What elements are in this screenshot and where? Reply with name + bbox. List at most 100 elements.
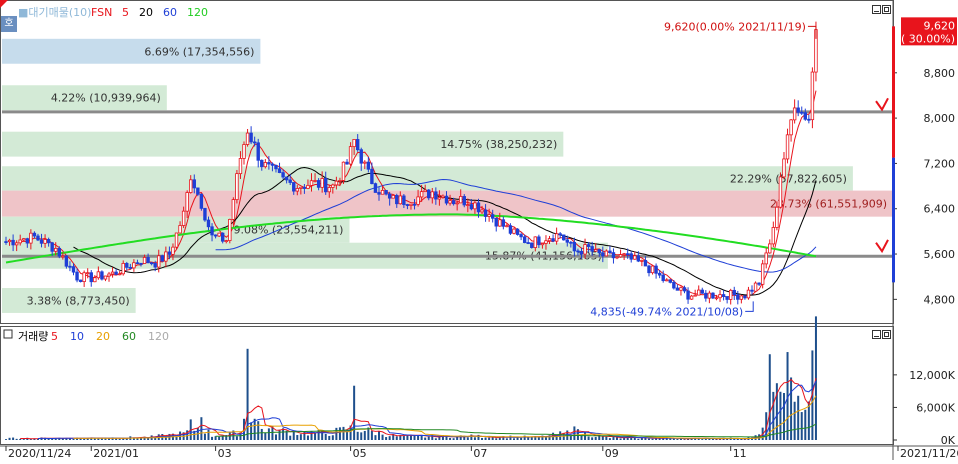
candle-up bbox=[480, 209, 484, 213]
candle-down bbox=[647, 265, 651, 274]
volume-bar bbox=[12, 437, 15, 440]
candle-down bbox=[462, 196, 466, 206]
candle-up bbox=[753, 282, 758, 292]
volume-bar bbox=[193, 430, 196, 440]
candle-down bbox=[611, 252, 616, 259]
volume-panel-minimize-icon[interactable] bbox=[872, 330, 881, 339]
volume-bar bbox=[97, 438, 100, 440]
volume-bar bbox=[516, 436, 519, 440]
price-legend-item: 5 bbox=[122, 6, 129, 19]
candle-up bbox=[697, 289, 701, 296]
volume-bar bbox=[441, 435, 444, 440]
volume-bar bbox=[299, 434, 302, 440]
candle-down bbox=[256, 142, 260, 161]
volume-ma20-line bbox=[73, 395, 817, 440]
volume-bar bbox=[260, 428, 263, 440]
volume-bar bbox=[164, 437, 167, 440]
volume-bar bbox=[594, 436, 597, 440]
candle-down bbox=[711, 292, 715, 299]
candle-down bbox=[682, 287, 687, 292]
candle-down bbox=[355, 139, 360, 151]
candle-down bbox=[196, 187, 200, 195]
candle-up bbox=[96, 271, 101, 279]
volume-legend-item: 5 bbox=[51, 330, 58, 343]
volume-bar bbox=[100, 438, 103, 440]
volume-profile-label: 23.73% (61,551,909) bbox=[770, 198, 887, 211]
volume-bar bbox=[424, 437, 427, 440]
candle-up bbox=[178, 225, 182, 234]
volume-bar bbox=[790, 377, 793, 440]
candle-down bbox=[274, 164, 278, 170]
volume-bar bbox=[505, 438, 508, 440]
candle-down bbox=[146, 257, 150, 264]
volume-bar bbox=[218, 436, 221, 440]
candle-up bbox=[29, 232, 33, 244]
price-legend-item: ■대기매물(10) bbox=[18, 6, 91, 19]
price-panel-maximize-icon[interactable] bbox=[882, 5, 891, 14]
volume-bar bbox=[179, 431, 182, 440]
volume-axis-label: 12,000K bbox=[909, 369, 955, 382]
volume-layer bbox=[5, 316, 817, 440]
candle-up bbox=[789, 119, 793, 136]
volume-bar bbox=[203, 433, 206, 440]
volume-axis-label: 0K bbox=[941, 434, 956, 447]
candle-up bbox=[263, 162, 268, 168]
candle-down bbox=[153, 263, 157, 268]
candle-down bbox=[25, 238, 30, 244]
candle-down bbox=[149, 262, 154, 265]
candle-down bbox=[249, 132, 253, 143]
volume-bar bbox=[800, 412, 803, 440]
volume-bar bbox=[495, 438, 498, 440]
volume-bar bbox=[591, 437, 594, 440]
candle-down bbox=[743, 295, 747, 299]
candle-down bbox=[128, 266, 133, 269]
volume-bar bbox=[381, 434, 384, 440]
candle-up bbox=[334, 180, 339, 186]
candle-down bbox=[562, 234, 566, 241]
candle-down bbox=[558, 233, 562, 236]
candle-up bbox=[171, 246, 175, 255]
volume-bar bbox=[417, 435, 420, 440]
candle-up bbox=[760, 263, 765, 285]
candle-down bbox=[160, 255, 165, 262]
volume-bar bbox=[200, 417, 203, 440]
corner-badge[interactable]: 호 bbox=[1, 16, 17, 32]
candle-up bbox=[633, 255, 637, 260]
price-legend-item: 120 bbox=[187, 6, 208, 19]
candle-down bbox=[206, 219, 211, 228]
candle-down bbox=[434, 191, 438, 200]
candle-down bbox=[139, 262, 143, 265]
candle-down bbox=[199, 193, 204, 209]
volume-bar bbox=[399, 435, 402, 440]
corner-badge-label: 호 bbox=[4, 18, 14, 29]
volume-profile-bar bbox=[2, 85, 167, 111]
candle-up bbox=[498, 219, 502, 227]
volume-bar bbox=[111, 437, 114, 440]
volume-bar bbox=[605, 436, 608, 440]
volume-bar bbox=[61, 438, 64, 440]
ma60-line bbox=[215, 178, 817, 273]
candle-up bbox=[82, 272, 86, 283]
volume-bar bbox=[51, 438, 54, 440]
corner-mark-icon bbox=[0, 0, 8, 8]
candle-up bbox=[110, 271, 115, 275]
volume-bar bbox=[186, 430, 189, 440]
volume-bar bbox=[481, 437, 484, 440]
candle-down bbox=[732, 289, 736, 296]
volume-bar bbox=[385, 437, 388, 440]
candle-up bbox=[689, 295, 694, 300]
time-axis-label: 05 bbox=[353, 447, 367, 460]
volume-bar bbox=[118, 438, 121, 440]
volume-bar bbox=[676, 439, 679, 440]
volume-legend-icon bbox=[3, 329, 13, 339]
candle-down bbox=[213, 234, 218, 237]
volume-bar bbox=[459, 435, 462, 440]
candle-down bbox=[725, 296, 729, 300]
candle-down bbox=[721, 294, 726, 298]
volume-panel-maximize-icon[interactable] bbox=[882, 330, 891, 339]
candle-down bbox=[377, 192, 381, 195]
candle-up bbox=[739, 295, 744, 300]
price-panel-minimize-icon[interactable] bbox=[872, 5, 881, 14]
volume-bar bbox=[637, 438, 640, 440]
signal-mark-icon bbox=[875, 97, 889, 112]
